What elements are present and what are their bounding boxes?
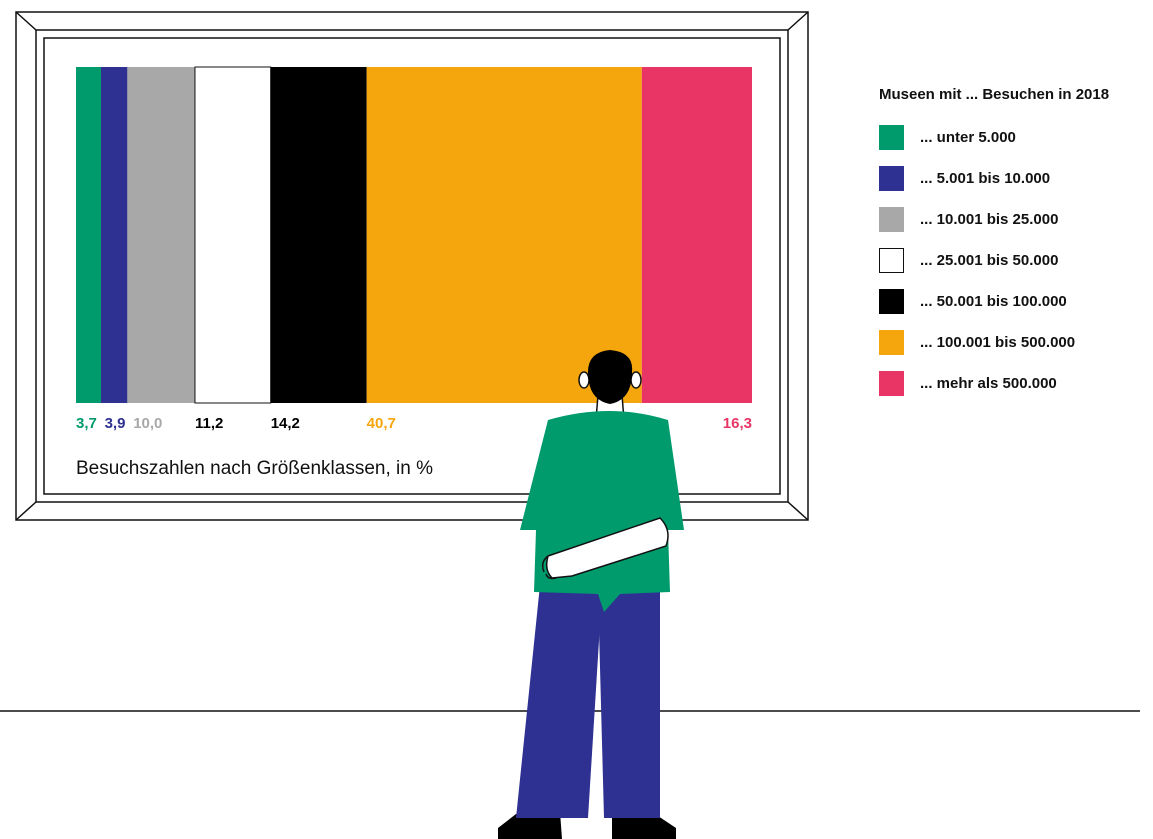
legend-label: ... mehr als 500.000 (920, 375, 1057, 392)
value-label: 3,7 (76, 415, 97, 432)
legend-label: ... 5.001 bis 10.000 (920, 170, 1051, 187)
hand (541, 555, 557, 580)
legend-item: ... 50.001 bis 100.000 (879, 281, 1149, 322)
legend-title: Museen mit ... Besuchen in 2018 (879, 86, 1110, 103)
legend-swatch (879, 125, 904, 150)
value-label: 10,0 (133, 415, 162, 432)
legend-swatch (879, 289, 904, 314)
pants (516, 585, 660, 818)
shoes (498, 812, 676, 839)
legend-item: ... unter 5.000 (879, 117, 1149, 158)
bar-segment (194, 66, 272, 404)
legend-swatch (879, 166, 904, 191)
legend-swatch (879, 371, 904, 396)
shirt (520, 411, 684, 612)
value-label: 40,7 (367, 415, 396, 432)
bar-group (76, 66, 752, 404)
picture-frame (15, 11, 809, 521)
bar-segment (366, 67, 642, 403)
chart-title: Besuchszahlen nach Größenklassen, in % (76, 458, 433, 479)
legend-swatch (879, 207, 904, 232)
legend-swatch (879, 248, 904, 273)
legend-item: ... 5.001 bis 10.000 (879, 158, 1149, 199)
bar-segment (76, 67, 102, 403)
legend-item: ... 100.001 bis 500.000 (879, 322, 1149, 363)
value-label: 16,3 (723, 415, 752, 432)
head (578, 350, 642, 404)
legend-item: ... mehr als 500.000 (879, 363, 1149, 404)
legend-swatch (879, 330, 904, 355)
value-label: 14,2 (271, 415, 300, 432)
legend-label: ... 10.001 bis 25.000 (920, 211, 1059, 228)
bar-segment (127, 67, 195, 403)
legend-label: ... 50.001 bis 100.000 (920, 293, 1067, 310)
value-label-group: 3,7 3,9 10,0 11,2 14,2 40,7 16,3 (76, 415, 752, 432)
visitor-illustration (498, 350, 684, 839)
value-label: 3,9 (105, 415, 126, 432)
bar-segment (101, 67, 128, 403)
legend-item: ... 25.001 bis 50.000 (879, 240, 1149, 281)
bar-segment (270, 67, 367, 403)
bar-segment (641, 67, 752, 403)
legend: Museen mit ... Besuchen in 2018 ... unte… (879, 86, 1149, 404)
legend-label: ... unter 5.000 (920, 129, 1016, 146)
legend-item: ... 10.001 bis 25.000 (879, 199, 1149, 240)
arm (545, 517, 669, 579)
legend-label: ... 100.001 bis 500.000 (920, 334, 1076, 351)
legend-label: ... 25.001 bis 50.000 (920, 252, 1059, 269)
value-label: 11,2 (195, 415, 223, 432)
